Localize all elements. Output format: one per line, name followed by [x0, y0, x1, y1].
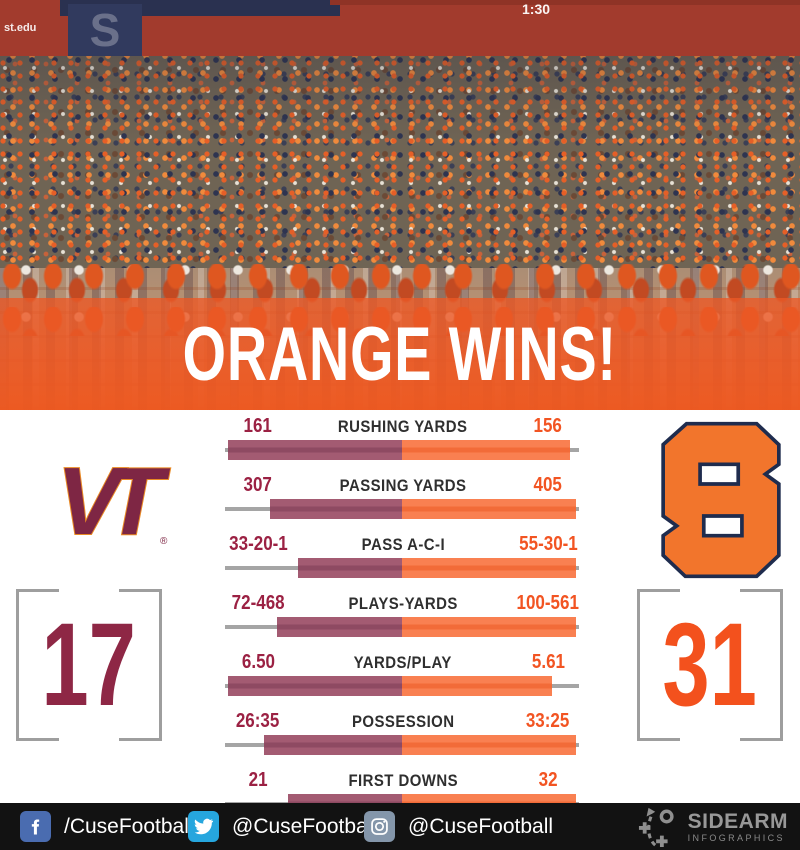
stadium-wall: S st.edu 1:30	[0, 0, 800, 56]
stat-row-plays-yards: 72-468 PLAYS-YARDS 100-561	[218, 589, 588, 648]
stat-label: POSSESSION	[351, 712, 455, 731]
stadium-s-sign: S	[68, 4, 142, 56]
away-score: 17	[41, 599, 137, 731]
away-stat-value: 161	[243, 415, 273, 437]
stat-bar	[225, 617, 579, 637]
away-bar-fill	[276, 617, 402, 637]
home-stat-value: 405	[533, 474, 563, 496]
home-stat-value: 100-561	[516, 592, 580, 614]
home-bar-fill	[402, 676, 553, 696]
home-bar-fill	[402, 440, 571, 460]
sidearm-brand-sub: INFOGRAPHICS	[687, 832, 785, 843]
stat-row-yards-per-play: 6.50 YARDS/PLAY 5.61	[218, 648, 588, 707]
sidearm-play-diagram-icon	[638, 807, 674, 847]
away-score-frame: 17	[16, 589, 162, 741]
away-stat-value: 26:35	[236, 710, 280, 732]
stat-row-possession: 26:35 POSSESSION 33:25	[218, 707, 588, 766]
away-bar-fill	[228, 440, 402, 460]
facebook-link[interactable]: /CuseFootball	[20, 803, 194, 850]
home-score-frame: 31	[637, 589, 783, 741]
stat-label: RUSHING YARDS	[338, 417, 468, 436]
away-stat-value: 307	[243, 474, 273, 496]
twitter-icon	[188, 811, 219, 842]
stat-bar	[225, 676, 579, 696]
home-stat-value: 55-30-1	[518, 533, 578, 555]
home-bar-fill	[402, 735, 576, 755]
stat-bar	[225, 440, 579, 460]
away-bar-fill	[228, 676, 402, 696]
stat-label: PASS A-C-I	[361, 535, 445, 554]
crowd-texture	[0, 34, 800, 274]
stat-bar	[225, 735, 579, 755]
crowd-shade	[0, 34, 800, 274]
social-footer: /CuseFootball @CuseFootball @CuseFootbal…	[0, 803, 800, 850]
away-bar-fill	[270, 499, 402, 519]
home-stat-value: 32	[538, 769, 558, 791]
stat-label: PASSING YARDS	[339, 476, 467, 495]
home-bar-fill	[402, 558, 576, 578]
stat-label: PLAYS-YARDS	[348, 594, 458, 613]
stat-label: FIRST DOWNS	[348, 771, 458, 790]
stadium-banner-strip	[330, 0, 800, 5]
stat-bar	[225, 499, 579, 519]
twitter-handle: @CuseFootball	[232, 814, 378, 838]
crowd-photo: S st.edu 1:30 ORANGE WINS!	[0, 0, 800, 410]
vt-logo-letters: VT	[57, 450, 171, 552]
away-stat-value: 6.50	[241, 651, 275, 673]
home-bar-fill	[402, 499, 576, 519]
home-stat-value: 5.61	[531, 651, 565, 673]
away-bar-fill	[263, 735, 402, 755]
instagram-handle: @CuseFootball	[408, 814, 554, 838]
result-banner: ORANGE WINS!	[0, 298, 800, 410]
stat-bar	[225, 558, 579, 578]
virginia-tech-logo: VT ®	[56, 450, 176, 552]
stadium-wall-text: st.edu	[4, 22, 37, 34]
block-s-shape	[661, 421, 781, 579]
stat-row-passing-yards: 307 PASSING YARDS 405	[218, 471, 588, 530]
away-stat-value: 72-468	[231, 592, 285, 614]
result-banner-title: ORANGE WINS!	[182, 311, 618, 397]
home-bar-fill	[402, 617, 576, 637]
vt-registered-mark: ®	[160, 536, 168, 547]
home-score: 31	[662, 599, 758, 731]
home-stat-value: 33:25	[526, 710, 570, 732]
stat-row-pass-aci: 33-20-1 PASS A-C-I 55-30-1	[218, 530, 588, 589]
instagram-link[interactable]: @CuseFootball	[364, 803, 553, 850]
away-bar-fill	[297, 558, 402, 578]
twitter-link[interactable]: @CuseFootball	[188, 803, 377, 850]
scoreboard-clock: 1:30	[522, 1, 551, 17]
home-stat-value: 156	[533, 415, 563, 437]
instagram-icon	[364, 811, 395, 842]
facebook-icon	[20, 811, 51, 842]
sidearm-logo: SIDEARM INFOGRAPHICS	[638, 803, 788, 850]
stat-comparison-chart: 161 RUSHING YARDS 156 307 PASSING YARDS …	[218, 412, 588, 825]
stat-label: YARDS/PLAY	[353, 653, 453, 672]
stat-row-rushing-yards: 161 RUSHING YARDS 156	[218, 412, 588, 471]
facebook-handle: /CuseFootball	[64, 814, 194, 838]
away-stat-value: 33-20-1	[228, 533, 288, 555]
sidearm-brand-name: SIDEARM	[687, 809, 788, 833]
away-stat-value: 21	[248, 769, 268, 791]
syracuse-s-logo	[661, 421, 781, 579]
